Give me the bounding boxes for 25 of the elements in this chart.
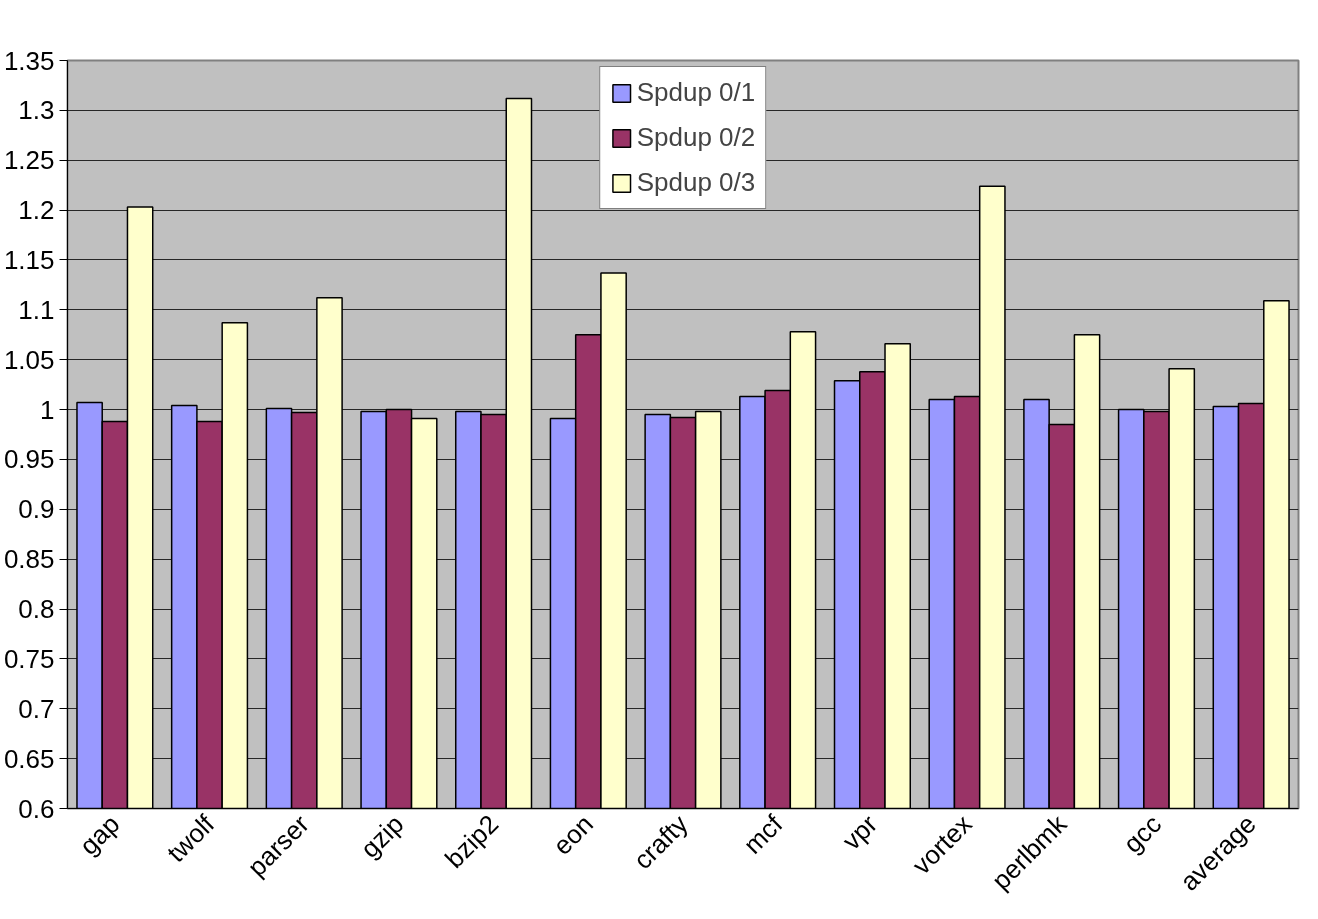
y-tick-label: 1.15 xyxy=(3,244,55,275)
y-tick-label: 0.65 xyxy=(3,743,55,774)
x-tick-label: vpr xyxy=(836,808,884,856)
y-tick-label: 0.6 xyxy=(18,793,55,824)
y-tick-label: 1.1 xyxy=(18,294,55,325)
y-tick-label: 1 xyxy=(40,394,55,425)
x-tick-label: mcf xyxy=(737,808,789,860)
y-tick-label: 0.85 xyxy=(3,544,55,575)
y-tick-label: 1.35 xyxy=(3,45,55,76)
y-tick-label: 0.95 xyxy=(3,444,55,475)
y-tick-label: 0.8 xyxy=(18,594,55,625)
y-tick-label: 0.75 xyxy=(3,643,55,674)
legend-label: Spdup 0/2 xyxy=(636,122,756,153)
y-tick-label: 1.25 xyxy=(3,145,55,176)
y-tick-label: 0.9 xyxy=(18,494,55,525)
y-tick-label: 0.7 xyxy=(18,693,55,724)
y-tick-label: 1.3 xyxy=(18,95,55,126)
y-tick-label: 1.2 xyxy=(18,195,55,226)
y-tick-label: 1.05 xyxy=(3,344,55,375)
x-tick-label: gcc xyxy=(1117,808,1168,859)
x-tick-label: gzip xyxy=(354,808,410,864)
x-tick-label: eon xyxy=(547,808,599,861)
legend-label: Spdup 0/1 xyxy=(636,77,756,108)
x-tick-label: gap xyxy=(73,808,126,861)
legend-label: Spdup 0/3 xyxy=(636,167,756,198)
